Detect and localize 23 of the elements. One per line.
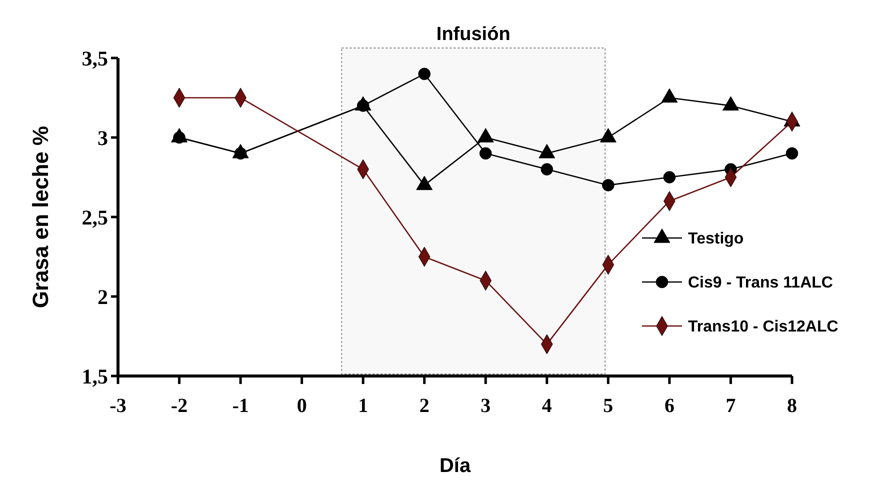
y-tick-label: 2	[98, 284, 108, 309]
x-tick-label: -1	[232, 395, 249, 417]
legend-label: Cis9 - Trans 11ALC	[688, 274, 834, 292]
y-tick-label: 3,5	[82, 46, 108, 70]
x-tick-label: 5	[603, 395, 614, 417]
y-tick-label: 3	[98, 126, 108, 150]
x-tick-label: 4	[542, 395, 552, 417]
x-tick-label: 1	[358, 395, 368, 417]
x-tick-label: 8	[787, 395, 797, 417]
x-tick-label: 0	[296, 395, 307, 417]
y-tick-label: 2,5	[82, 205, 108, 230]
x-tick-label: -3	[110, 395, 126, 417]
x-tick-label: 2	[419, 395, 430, 417]
x-axis-title: Día	[439, 455, 472, 477]
y-axis-title: Grasa en leche %	[28, 126, 53, 308]
y-tick-label: 1,5	[82, 364, 108, 388]
x-tick-label: 6	[664, 395, 674, 417]
legend-label: Testigo	[688, 230, 744, 248]
x-tick-label: 7	[726, 395, 736, 417]
x-tick-label: 3	[480, 395, 491, 417]
band-label: Infusión	[436, 24, 510, 45]
x-tick-label: -2	[170, 395, 188, 417]
legend-label: Trans10 - Cis12ALC	[688, 318, 839, 336]
